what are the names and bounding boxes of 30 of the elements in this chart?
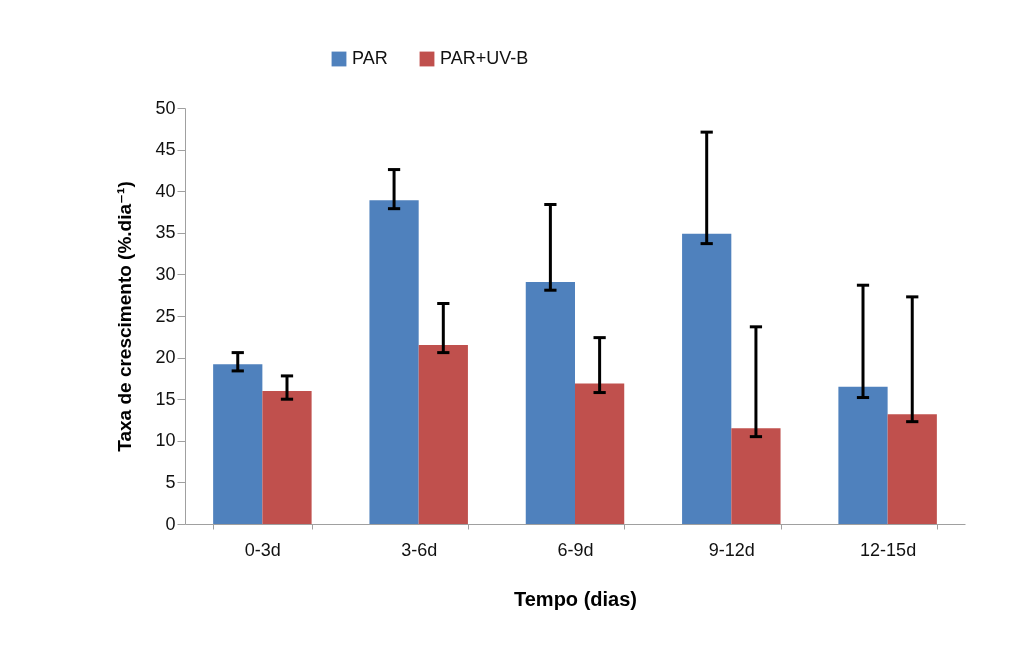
- y-tick-label: 35: [155, 222, 176, 243]
- bar: [369, 200, 419, 524]
- y-tick-label: 50: [155, 97, 176, 118]
- x-tick-label: 3-6d: [401, 539, 438, 560]
- bar: [213, 364, 263, 524]
- y-tick-label: 20: [155, 347, 176, 368]
- y-tick-label: 30: [155, 263, 176, 284]
- x-tick-label: 9-12d: [708, 539, 755, 560]
- x-tick-label: 12-15d: [860, 539, 917, 560]
- bar: [418, 345, 468, 524]
- y-tick-label: 45: [155, 139, 176, 160]
- x-axis-title: Tempo (dias): [514, 587, 637, 610]
- legend-label: PAR: [352, 48, 388, 68]
- bar: [525, 281, 575, 524]
- x-tick-label: 0-3d: [244, 539, 281, 560]
- y-tick-label: 10: [155, 430, 176, 451]
- y-tick-label: 5: [165, 471, 176, 492]
- bar: [262, 390, 312, 524]
- y-tick-label: 15: [155, 388, 176, 409]
- bar: [731, 428, 781, 524]
- x-tick-label: 6-9d: [557, 539, 594, 560]
- bar: [682, 233, 732, 524]
- y-tick-label: 25: [155, 305, 176, 326]
- y-tick-label: 0: [165, 513, 176, 534]
- bar: [887, 414, 937, 524]
- bar: [575, 383, 625, 524]
- y-tick-label: 40: [155, 180, 176, 201]
- legend-label: PAR+UV-B: [440, 48, 529, 68]
- y-axis-title: Taxa de crescimento (%.dia⁻¹): [114, 181, 136, 452]
- bar: [838, 386, 888, 524]
